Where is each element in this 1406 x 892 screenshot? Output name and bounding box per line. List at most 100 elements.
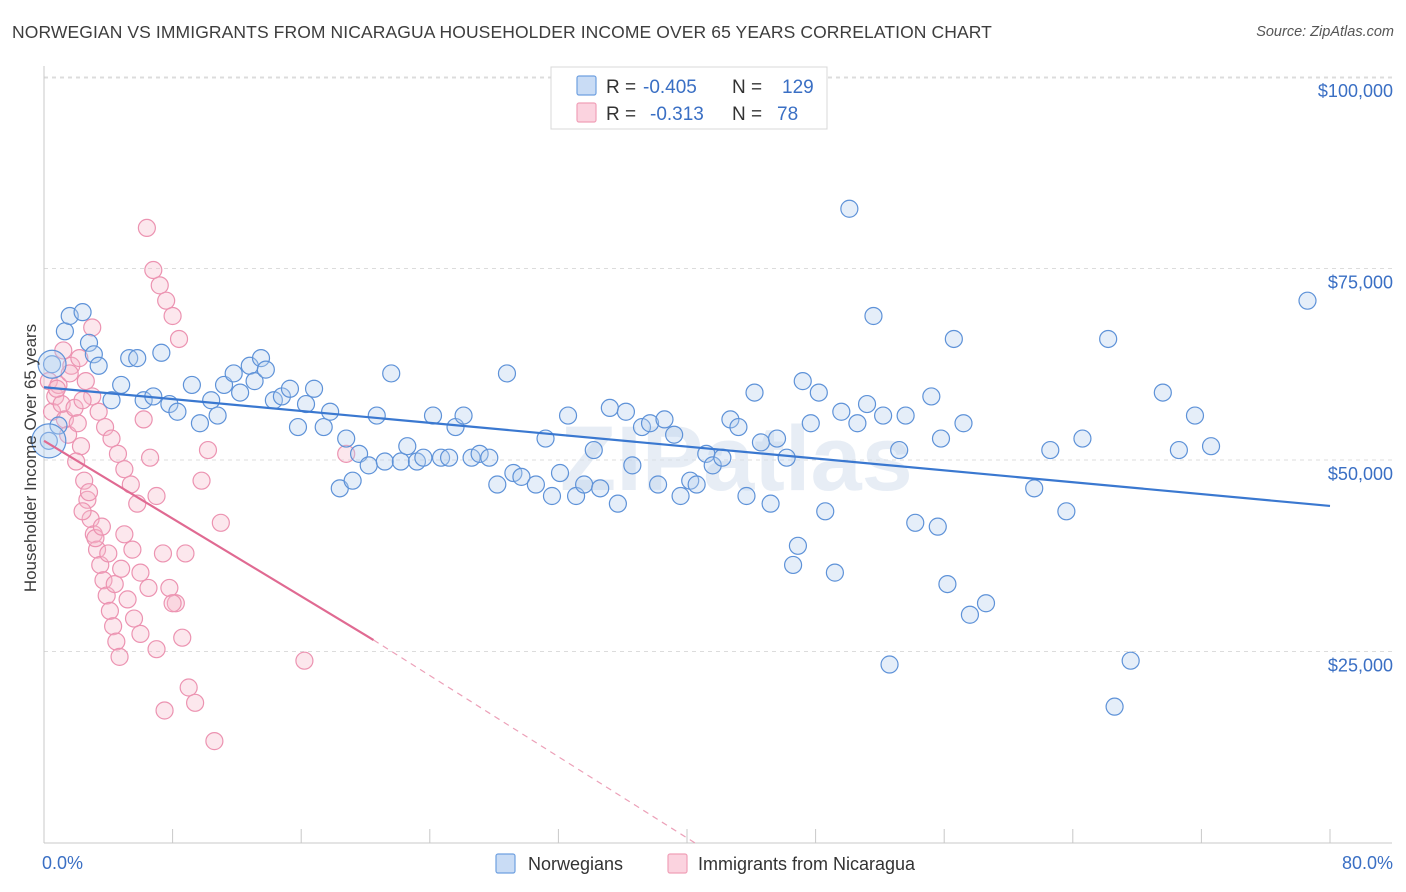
scatter-point (71, 437, 91, 456)
scatter-point (1201, 437, 1221, 456)
scatter-point (1298, 291, 1317, 310)
scatter-point (751, 433, 771, 452)
scatter-point (176, 544, 195, 563)
scatter-point (359, 456, 378, 475)
scatter-point (124, 609, 144, 628)
scatter-point (512, 467, 531, 486)
scatter-point (288, 417, 308, 437)
legend-n-value-2: 78 (777, 104, 798, 125)
scatter-point (960, 605, 980, 624)
series-legend: Norwegians Immigrants from Nicaragua (495, 853, 916, 874)
scatter-point (152, 343, 171, 362)
scatter-point (55, 322, 74, 341)
scatter-point (906, 513, 925, 532)
legend-swatch-pink (576, 102, 597, 123)
scatter-point (783, 555, 803, 575)
scatter-point (155, 701, 174, 720)
scatter-point (793, 372, 812, 391)
scatter-point (1169, 440, 1188, 460)
scatter-point (304, 379, 324, 398)
scatter-point (954, 414, 973, 433)
scatter-point (115, 460, 134, 479)
scatter-point (147, 640, 166, 659)
stats-legend: R = -0.405 N = 129 R = -0.313 N = 78 (550, 66, 828, 130)
scatter-point (202, 391, 221, 410)
scatter-point (558, 406, 578, 425)
scatter-point (526, 475, 545, 494)
scatter-point (186, 693, 205, 712)
scatter-point (139, 578, 158, 598)
scatter-point (163, 306, 182, 326)
scatter-point (280, 379, 300, 398)
scatter-point (128, 349, 147, 368)
scatter-point (848, 414, 867, 433)
legend-n-value-1: 129 (782, 77, 814, 98)
scatter-point (107, 632, 126, 651)
scatter-point (584, 440, 603, 460)
scatter-point (880, 655, 899, 674)
scatter-point (231, 383, 250, 402)
series-legend-swatch-blue (495, 853, 516, 874)
scatter-point (931, 429, 951, 448)
scatter-point (211, 513, 230, 532)
legend-n-label-1: N = (732, 77, 762, 98)
scatter-point (68, 414, 87, 433)
y-tick-label: $100,000 (1318, 81, 1393, 101)
scatter-point (1025, 479, 1044, 498)
scatter-point (49, 416, 68, 435)
scatter-point (123, 540, 142, 559)
scatter-point (296, 394, 316, 414)
scatter-point (76, 372, 95, 391)
scatter-point (713, 448, 732, 467)
scatter-point (87, 540, 107, 559)
scatter-point (454, 406, 473, 425)
x-tick-label: 0.0% (42, 853, 83, 873)
scatter-point (382, 364, 401, 383)
scatter-point (1073, 429, 1092, 448)
legend-r-value-2: -0.313 (650, 104, 704, 125)
scatter-point (110, 647, 129, 666)
scatter-point (398, 437, 417, 456)
legend-swatch-blue (576, 75, 597, 96)
scatter-point (86, 529, 105, 548)
scatter-point (157, 291, 176, 310)
scatter-point (857, 394, 877, 414)
scatter-point (922, 387, 941, 406)
scatter-point (89, 356, 108, 375)
scatter-point (648, 475, 668, 494)
scatter-point (100, 601, 120, 621)
scatter-point (729, 417, 748, 437)
scatter-point (840, 199, 859, 218)
scatter-point (1153, 383, 1172, 402)
scatter-point (295, 651, 314, 670)
scatter-point (1041, 440, 1060, 460)
scatter-point (131, 563, 150, 582)
scatter-point (976, 594, 996, 613)
scatter-point (321, 402, 340, 421)
scatter-point (687, 475, 706, 494)
scatter-point (575, 475, 594, 494)
norwegian-points (31, 199, 1317, 716)
scatter-point (480, 448, 499, 467)
scatter-point (104, 617, 123, 636)
scatter-point (1057, 502, 1076, 521)
scatter-point (147, 486, 166, 506)
chart-title: NORWEGIAN VS IMMIGRANTS FROM NICARAGUA H… (12, 22, 992, 42)
scatter-point (192, 471, 211, 490)
trend-lines (43, 386, 1331, 844)
scatter-point (73, 303, 92, 322)
scatter-point (944, 329, 963, 349)
scatter-point (179, 678, 198, 697)
scatter-point (118, 590, 137, 609)
scatter-point (550, 463, 570, 483)
y-axis-label: Householder Income Over 65 years (21, 324, 40, 592)
scatter-point (92, 517, 111, 536)
scatter-point (788, 536, 808, 555)
scatter-point (37, 349, 67, 379)
legend-n-label-2: N = (732, 104, 762, 125)
scatter-point (198, 440, 218, 460)
scatter-point (337, 444, 356, 463)
scatter-point (78, 490, 97, 509)
scatter-point (928, 517, 947, 536)
